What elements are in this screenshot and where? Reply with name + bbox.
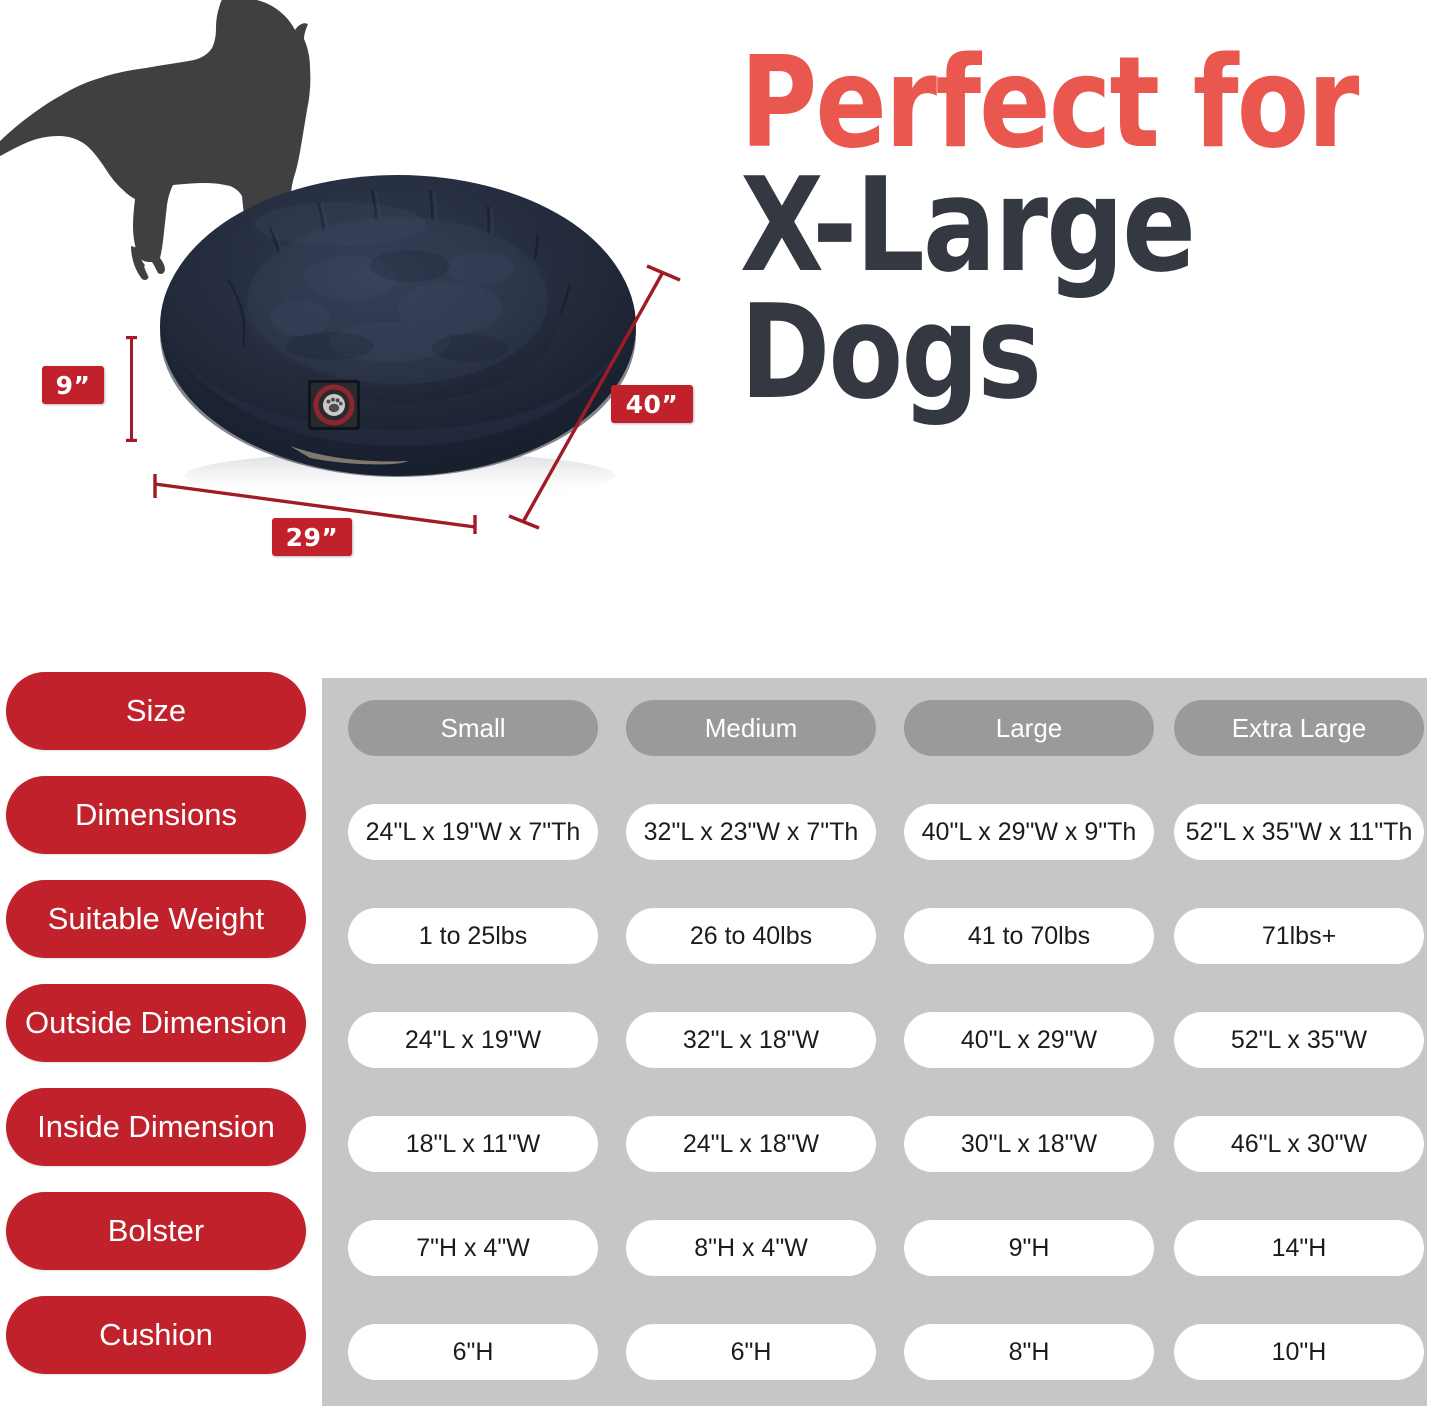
cell-bolster-extra-large: 14"H [1174,1220,1424,1276]
row-label-inside-dimension: Inside Dimension [6,1088,306,1166]
cell-dimensions-small: 24"L x 19"W x 7"Th [348,804,598,860]
column-header-large: Large [904,700,1154,756]
cell-inside-dimension-small: 18"L x 11"W [348,1116,598,1172]
headline: Perfect for X-Large Dogs [740,29,1440,429]
measurement-badge-width: 29” [272,518,352,556]
cell-bolster-small: 7"H x 4"W [348,1220,598,1276]
table-row: 7"H x 4"W 8"H x 4"W 9"H 14"H [322,1220,1427,1298]
measurement-badge-length: 40” [611,385,693,423]
table-row: 24"L x 19"W x 7"Th 32"L x 23"W x 7"Th 40… [322,804,1427,882]
brand-tag [308,380,360,430]
spec-table: Size Dimensions Suitable Weight Outside … [0,672,1445,1409]
measurement-badge-height: 9” [42,366,104,404]
column-header-extra-large: Extra Large [1174,700,1424,756]
row-label-bolster: Bolster [6,1192,306,1270]
table-row: 18"L x 11"W 24"L x 18"W 30"L x 18"W 46"L… [322,1116,1427,1194]
cell-inside-dimension-large: 30"L x 18"W [904,1116,1154,1172]
table-row: 24"L x 19"W 32"L x 18"W 40"L x 29"W 52"L… [322,1012,1427,1090]
headline-line-3: Dogs [740,276,1042,429]
column-header-small: Small [348,700,598,756]
cell-inside-dimension-medium: 24"L x 18"W [626,1116,876,1172]
cell-dimensions-medium: 32"L x 23"W x 7"Th [626,804,876,860]
cell-suitable-weight-small: 1 to 25lbs [348,908,598,964]
row-label-size: Size [6,672,306,750]
diagonal-measure-line-icon [505,250,685,532]
headline-line-1: Perfect for [740,29,1359,176]
spec-table-label-column: Size Dimensions Suitable Weight Outside … [6,672,310,1402]
cell-outside-dimension-medium: 32"L x 18"W [626,1012,876,1068]
dog-silhouette-icon [0,0,350,286]
cell-cushion-large: 8"H [904,1324,1154,1380]
column-header-medium: Medium [626,700,876,756]
cell-cushion-extra-large: 10"H [1174,1324,1424,1380]
row-label-cushion: Cushion [6,1296,306,1374]
cell-cushion-small: 6"H [348,1324,598,1380]
cell-suitable-weight-large: 41 to 70lbs [904,908,1154,964]
cell-suitable-weight-medium: 26 to 40lbs [626,908,876,964]
cell-outside-dimension-large: 40"L x 29"W [904,1012,1154,1068]
table-header-row: Small Medium Large Extra Large [322,700,1427,778]
row-label-suitable-weight: Suitable Weight [6,880,306,958]
table-row: 6"H 6"H 8"H 10"H [322,1324,1427,1402]
cell-bolster-large: 9"H [904,1220,1154,1276]
cell-outside-dimension-extra-large: 52"L x 35"W [1174,1012,1424,1068]
cell-inside-dimension-extra-large: 46"L x 30"W [1174,1116,1424,1172]
row-label-dimensions: Dimensions [6,776,306,854]
cell-cushion-medium: 6"H [626,1324,876,1380]
row-label-outside-dimension: Outside Dimension [6,984,306,1062]
cell-outside-dimension-small: 24"L x 19"W [348,1012,598,1068]
spec-table-grid: Small Medium Large Extra Large 24"L x 19… [322,678,1427,1406]
cell-dimensions-extra-large: 52"L x 35"W x 11"Th [1174,804,1424,860]
cell-bolster-medium: 8"H x 4"W [626,1220,876,1276]
cell-suitable-weight-extra-large: 71lbs+ [1174,908,1424,964]
cell-dimensions-large: 40"L x 29"W x 9"Th [904,804,1154,860]
horizontal-measure-line-icon [150,472,480,534]
hero-section: 9” 29” 40” Perfect for X-Large Dogs [0,0,1445,660]
headline-line-2: X-Large [740,149,1196,302]
table-row: 1 to 25lbs 26 to 40lbs 41 to 70lbs 71lbs… [322,908,1427,986]
vertical-measure-line-icon [126,336,137,442]
round-bolster-dog-bed [150,158,640,503]
